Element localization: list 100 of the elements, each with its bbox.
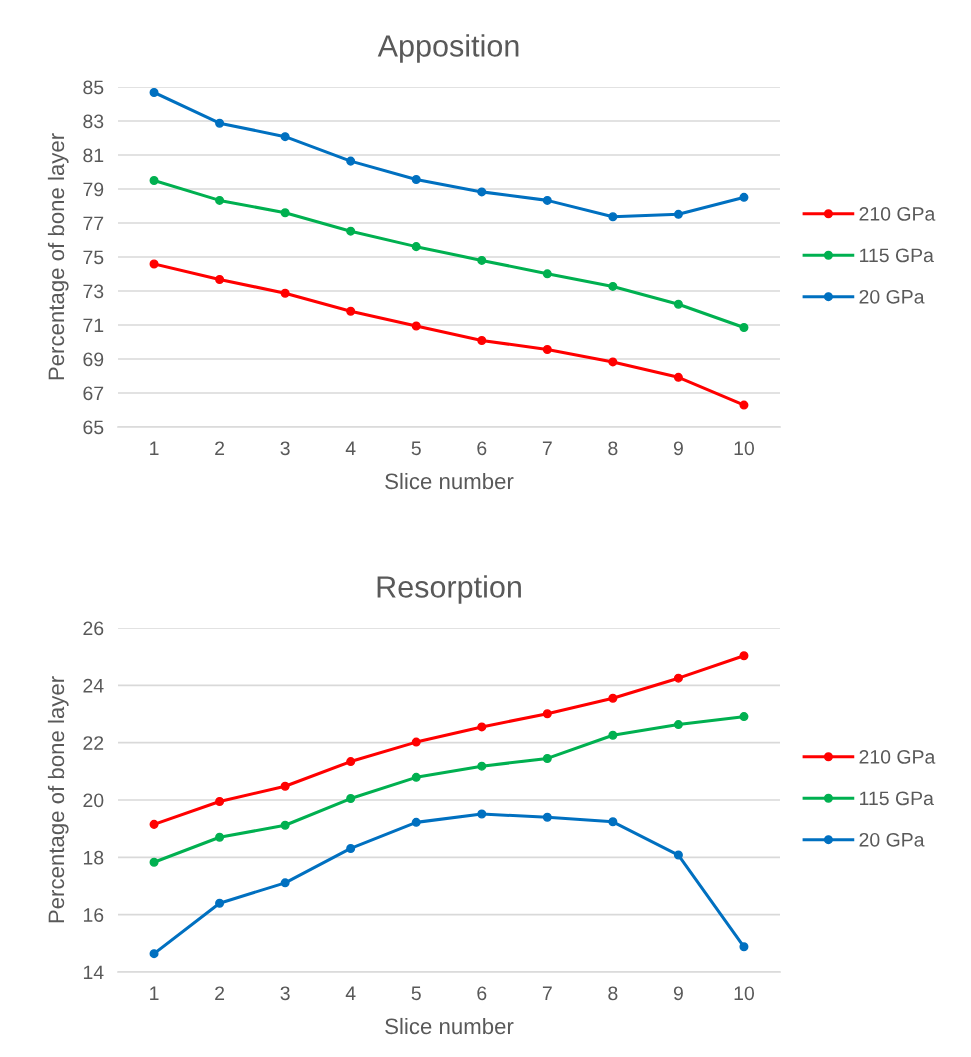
x-tick-label: 10	[734, 441, 755, 456]
x-axis-title: Slice number	[385, 472, 514, 490]
x-axis-title: Slice number	[385, 1017, 514, 1035]
legend-label: 20 GPa	[859, 289, 925, 304]
legend-label: 210 GPa	[859, 206, 936, 221]
point	[739, 400, 749, 410]
point	[673, 720, 683, 730]
point	[673, 209, 683, 219]
point	[739, 323, 749, 333]
point	[149, 819, 159, 829]
x-tick-label: 7	[542, 441, 552, 455]
point	[215, 832, 225, 842]
y-tick-label: 81	[83, 148, 104, 163]
y-tick-label: 18	[83, 850, 104, 865]
point	[280, 820, 290, 830]
point	[477, 335, 487, 345]
point	[215, 796, 225, 806]
y-tick-label: 67	[83, 386, 104, 401]
chart-title: Resorption	[377, 575, 521, 604]
y-axis-title: Percentage of bone layer	[47, 676, 69, 923]
y-tick-label: 26	[83, 621, 104, 636]
point	[411, 817, 421, 827]
x-tick-label: 8	[608, 986, 618, 1001]
y-tick-label: 85	[83, 80, 104, 95]
point	[542, 753, 552, 763]
point	[149, 857, 159, 867]
y-tick-label: 79	[83, 182, 104, 197]
y-tick-label: 65	[83, 420, 104, 435]
point	[346, 794, 356, 804]
point	[477, 809, 487, 819]
x-tick-label: 5	[411, 441, 421, 456]
point	[608, 730, 618, 740]
y-tick-label: 73	[83, 284, 104, 299]
point	[215, 274, 225, 284]
x-tick-label: 1	[150, 441, 159, 455]
y-tick-label: 77	[83, 216, 104, 231]
x-tick-label: 3	[280, 441, 290, 456]
point	[280, 781, 290, 791]
x-tick-label: 10	[734, 986, 755, 1001]
point	[346, 306, 356, 316]
point	[411, 772, 421, 782]
x-tick-label: 4	[345, 986, 356, 1000]
y-tick-label: 83	[83, 114, 104, 129]
point	[739, 712, 749, 722]
point	[542, 344, 552, 354]
y-axis-title: Percentage of bone layer	[47, 133, 69, 380]
legend-label: 115 GPa	[860, 248, 934, 263]
x-tick-label: 9	[673, 441, 683, 456]
point	[542, 269, 552, 279]
point	[346, 757, 356, 767]
x-tick-label: 3	[280, 986, 290, 1001]
point	[608, 281, 618, 291]
x-tick-label: 5	[411, 986, 421, 1001]
x-tick-label: 9	[673, 986, 683, 1001]
point	[608, 817, 618, 827]
point	[739, 651, 749, 661]
x-tick-label: 6	[477, 986, 487, 1001]
point	[673, 372, 683, 382]
point	[477, 722, 487, 732]
x-tick-label: 4	[345, 441, 356, 455]
point	[346, 226, 356, 236]
point	[149, 175, 159, 186]
y-tick-label: 24	[83, 678, 104, 693]
point	[215, 195, 225, 205]
point	[477, 761, 487, 771]
point	[149, 87, 159, 97]
point	[477, 187, 487, 197]
y-tick-label: 69	[83, 352, 104, 367]
point	[542, 812, 552, 822]
point	[542, 709, 552, 719]
point	[608, 212, 618, 222]
x-tick-label: 7	[542, 986, 552, 1000]
point	[280, 208, 290, 218]
legend-label: 20 GPa	[859, 832, 925, 847]
x-tick-label: 2	[215, 986, 225, 1000]
point	[346, 843, 356, 853]
chart-title: Apposition	[377, 34, 519, 63]
point	[608, 357, 618, 367]
y-tick-label: 75	[83, 250, 104, 265]
point	[280, 132, 290, 142]
y-tick-label: 71	[83, 318, 104, 333]
y-tick-label: 20	[83, 793, 104, 808]
point	[280, 288, 290, 298]
y-tick-label: 14	[83, 965, 104, 980]
legend-label: 210 GPa	[859, 749, 936, 764]
point	[411, 174, 421, 184]
point	[542, 195, 552, 205]
point	[739, 942, 749, 952]
y-tick-label: 22	[83, 736, 104, 750]
point	[346, 156, 356, 166]
x-tick-label: 1	[150, 986, 159, 1000]
point	[411, 737, 421, 747]
x-tick-label: 8	[608, 441, 618, 456]
point	[411, 242, 421, 252]
y-tick-label: 16	[83, 908, 104, 922]
point	[739, 192, 749, 202]
point	[215, 118, 225, 128]
point	[673, 673, 683, 683]
legend-label: 115 GPa	[860, 791, 934, 806]
x-tick-label: 6	[477, 441, 487, 456]
